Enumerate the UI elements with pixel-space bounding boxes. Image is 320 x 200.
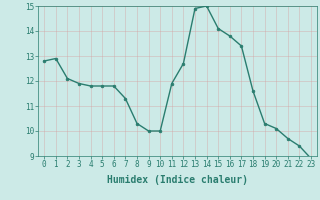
X-axis label: Humidex (Indice chaleur): Humidex (Indice chaleur): [107, 175, 248, 185]
